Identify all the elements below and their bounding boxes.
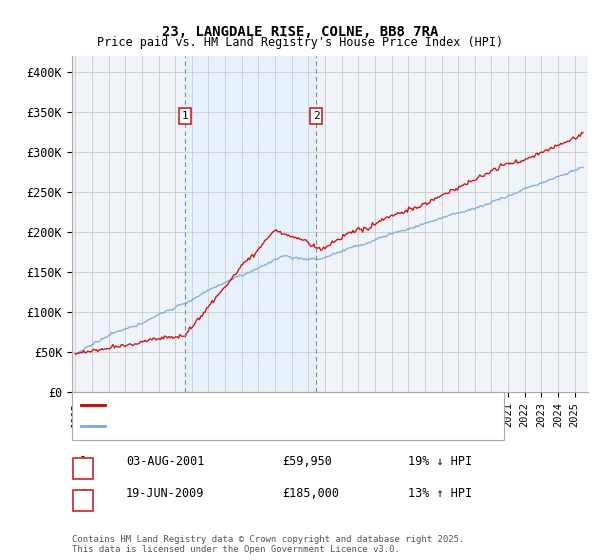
Text: 2: 2: [313, 111, 319, 121]
Text: 23, LANGDALE RISE, COLNE, BB8 7RA: 23, LANGDALE RISE, COLNE, BB8 7RA: [162, 25, 438, 39]
Text: 19% ↓ HPI: 19% ↓ HPI: [408, 455, 472, 468]
Text: 2: 2: [80, 489, 87, 499]
Text: 23, LANGDALE RISE, COLNE, BB8 7RA (detached house): 23, LANGDALE RISE, COLNE, BB8 7RA (detac…: [111, 400, 424, 410]
Text: 19-JUN-2009: 19-JUN-2009: [126, 487, 205, 501]
Text: 1: 1: [181, 111, 188, 121]
Text: 03-AUG-2001: 03-AUG-2001: [126, 455, 205, 468]
Text: £59,950: £59,950: [282, 455, 332, 468]
Text: £185,000: £185,000: [282, 487, 339, 501]
Text: Contains HM Land Registry data © Crown copyright and database right 2025.
This d: Contains HM Land Registry data © Crown c…: [72, 535, 464, 554]
Bar: [185, 56, 316, 392]
Text: HPI: Average price, detached house, Pendle: HPI: Average price, detached house, Pend…: [111, 421, 373, 431]
Text: Price paid vs. HM Land Registry's House Price Index (HPI): Price paid vs. HM Land Registry's House …: [97, 36, 503, 49]
Text: 13% ↑ HPI: 13% ↑ HPI: [408, 487, 472, 501]
Text: 1: 1: [80, 456, 87, 466]
